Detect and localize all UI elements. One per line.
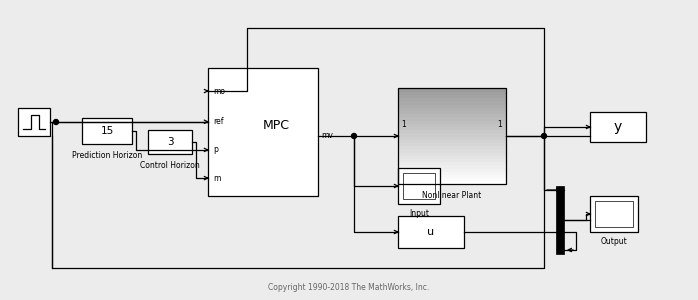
Bar [398,88,506,184]
Bar [398,101,506,104]
Bar [398,162,506,165]
Bar [208,68,318,196]
Circle shape [542,134,547,139]
Bar [398,171,506,175]
Text: Copyright 1990-2018 The MathWorks, Inc.: Copyright 1990-2018 The MathWorks, Inc. [268,284,430,292]
Bar [398,94,506,98]
Bar [398,104,506,108]
Text: Prediction Horizon: Prediction Horizon [72,151,142,160]
Bar [148,130,192,154]
Bar [398,114,506,117]
Text: mv: mv [321,131,333,140]
Bar [398,110,506,114]
Text: 1: 1 [498,120,503,129]
Text: 3: 3 [167,137,173,147]
Bar [398,107,506,111]
Bar [398,142,506,146]
Circle shape [54,119,59,124]
Bar [590,196,638,232]
Text: Input: Input [409,208,429,217]
Circle shape [352,134,357,139]
Bar [398,117,506,121]
Bar [398,168,440,204]
Bar [398,98,506,101]
Bar [398,123,506,127]
Bar [398,168,506,172]
Text: m: m [213,174,221,183]
Bar [398,91,506,95]
Bar [403,173,435,199]
Bar [595,201,633,227]
Text: Output: Output [600,236,628,245]
Bar [398,158,506,162]
Bar [398,133,506,136]
Bar [18,108,50,136]
Bar [398,216,464,248]
Bar [398,146,506,149]
Text: u: u [427,227,435,237]
Bar [398,149,506,152]
Text: 15: 15 [101,126,114,136]
Text: ref: ref [213,117,223,126]
Bar [398,130,506,133]
Text: Control Horizon: Control Horizon [140,160,200,169]
Bar [398,126,506,130]
Bar [82,118,132,144]
Bar [398,139,506,143]
Bar [398,174,506,178]
Text: mo: mo [213,86,225,95]
Bar [398,178,506,181]
Bar [398,136,506,140]
Bar [398,152,506,156]
Bar [398,120,506,124]
Text: Nonlinear Plant: Nonlinear Plant [422,190,482,200]
Bar [590,112,646,142]
Text: 1: 1 [401,120,406,129]
Bar [398,155,506,159]
Bar [398,181,506,184]
Bar [398,165,506,169]
Text: y: y [614,120,622,134]
Text: p: p [213,146,218,154]
Bar [398,88,506,92]
Text: MPC: MPC [262,119,290,132]
Bar [556,186,564,254]
